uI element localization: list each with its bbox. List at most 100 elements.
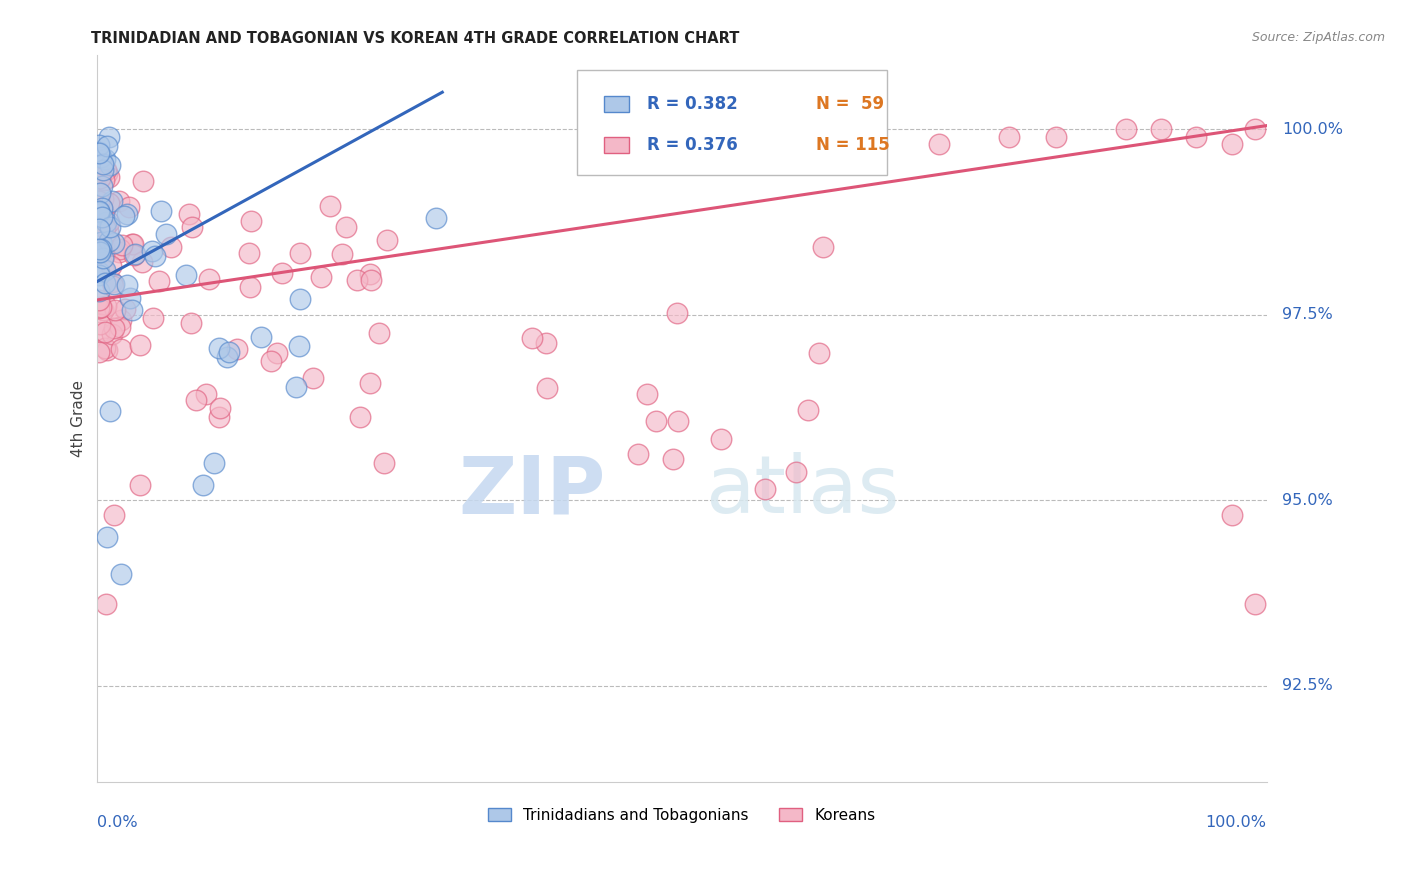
Point xyxy=(89,216,111,230)
Point xyxy=(94,341,117,355)
Point xyxy=(928,137,950,152)
Point xyxy=(91,157,114,171)
Point xyxy=(98,219,121,234)
Point xyxy=(124,247,146,261)
Point xyxy=(94,597,117,611)
Point xyxy=(636,387,658,401)
Point xyxy=(90,211,112,225)
Point xyxy=(90,201,112,215)
Point xyxy=(520,331,543,345)
Point xyxy=(121,303,143,318)
Point xyxy=(129,478,152,492)
Point xyxy=(87,167,110,181)
Point xyxy=(98,130,121,145)
Point xyxy=(94,221,117,235)
Point xyxy=(91,226,114,240)
Point xyxy=(91,192,114,206)
Point xyxy=(797,402,820,417)
Point xyxy=(115,278,138,293)
Point xyxy=(198,272,221,286)
Text: ZIP: ZIP xyxy=(458,452,606,530)
Point xyxy=(129,338,152,352)
Point xyxy=(89,344,111,359)
Point xyxy=(239,280,262,294)
Point xyxy=(87,146,110,161)
Point xyxy=(93,263,115,277)
Point xyxy=(97,234,120,248)
Point xyxy=(100,404,122,418)
Point xyxy=(93,302,115,317)
Text: R = 0.376: R = 0.376 xyxy=(647,136,738,153)
Point xyxy=(754,483,776,497)
Point xyxy=(110,312,132,326)
Point xyxy=(118,291,141,305)
Point xyxy=(250,330,273,344)
Point xyxy=(100,260,122,274)
Point xyxy=(87,326,110,340)
Text: 92.5%: 92.5% xyxy=(1282,678,1333,693)
Text: 97.5%: 97.5% xyxy=(1282,307,1333,322)
Point xyxy=(87,293,110,307)
Point xyxy=(97,169,120,184)
Point xyxy=(103,321,125,335)
Point xyxy=(290,245,312,260)
Point xyxy=(103,508,125,522)
Point xyxy=(645,414,668,428)
Point xyxy=(91,301,114,315)
Point xyxy=(108,242,131,256)
Point xyxy=(91,178,114,193)
Point xyxy=(89,194,111,208)
Point xyxy=(218,345,240,359)
Point xyxy=(425,211,447,226)
Point xyxy=(94,325,117,339)
Point xyxy=(93,172,115,186)
Point xyxy=(108,320,131,334)
Point xyxy=(155,227,177,241)
Point xyxy=(91,163,114,178)
Point xyxy=(89,186,111,200)
Point xyxy=(114,302,136,317)
Point xyxy=(87,222,110,236)
Point xyxy=(96,166,118,180)
Point xyxy=(368,326,391,341)
Point xyxy=(91,251,114,265)
Point xyxy=(91,201,114,215)
Point xyxy=(87,268,110,282)
Point xyxy=(240,214,263,228)
Point xyxy=(1150,122,1173,136)
Point xyxy=(270,266,292,280)
Point xyxy=(103,235,125,250)
Point xyxy=(96,138,118,153)
Point xyxy=(96,343,118,358)
Point xyxy=(87,203,110,218)
Point xyxy=(110,342,132,356)
Point xyxy=(359,267,381,281)
Point xyxy=(87,145,110,159)
Point xyxy=(1244,122,1267,136)
Point xyxy=(238,246,260,260)
Point xyxy=(107,245,129,260)
Text: 0.0%: 0.0% xyxy=(97,814,138,830)
Point xyxy=(319,199,342,213)
Text: N = 115: N = 115 xyxy=(817,136,890,153)
Point xyxy=(96,530,118,544)
Point xyxy=(112,210,135,224)
Point xyxy=(302,371,325,385)
Point xyxy=(808,345,831,359)
FancyBboxPatch shape xyxy=(576,70,887,175)
Point xyxy=(94,276,117,290)
Point xyxy=(117,207,139,221)
Point xyxy=(98,196,121,211)
Point xyxy=(103,277,125,292)
Point xyxy=(101,326,124,341)
Point xyxy=(93,264,115,278)
Point xyxy=(191,478,214,492)
Point xyxy=(180,219,202,234)
Text: Source: ZipAtlas.com: Source: ZipAtlas.com xyxy=(1251,31,1385,45)
Point xyxy=(87,211,110,226)
Point xyxy=(195,387,218,401)
Y-axis label: 4th Grade: 4th Grade xyxy=(72,380,86,457)
Point xyxy=(87,248,110,262)
Point xyxy=(208,409,231,424)
Point xyxy=(285,380,308,394)
